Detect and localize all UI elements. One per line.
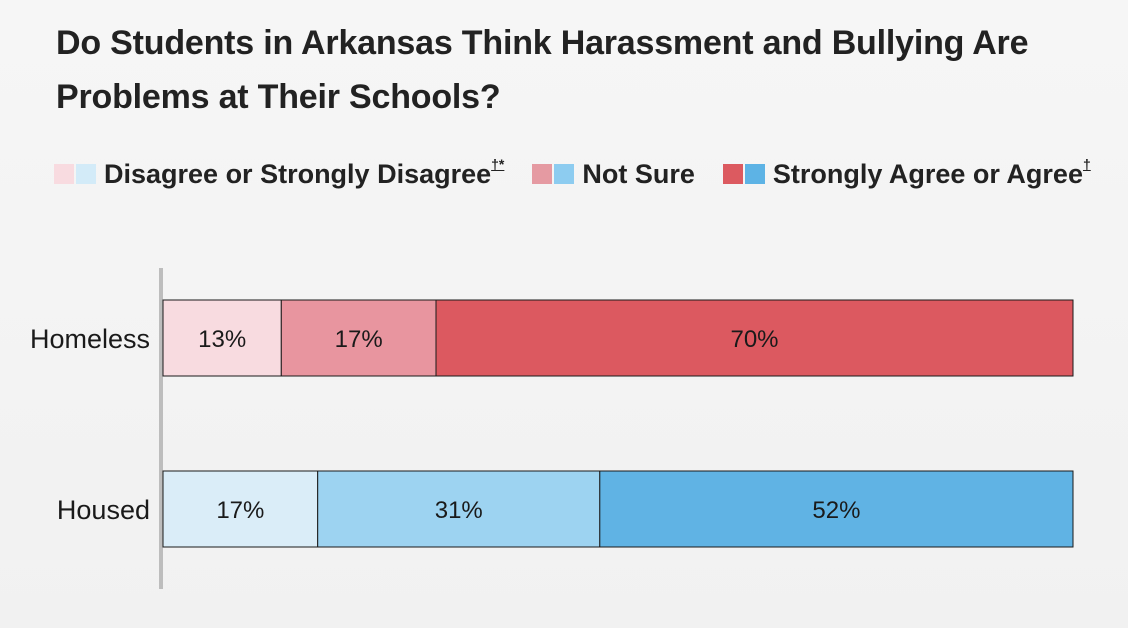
data-label-housed-0: 17% [216,497,264,524]
legend-label-disagree: Disagree or Strongly Disagree†* [104,155,505,189]
bar-homeless-segment-1 [280,299,437,377]
legend-swatch-not-sure-homeless [532,164,553,184]
bar-housed-segment-2 [599,470,1074,548]
legend-swatch-agree-homeless [722,164,743,184]
data-label-homeless-0: 13% [198,326,246,353]
data-label-housed-1: 31% [435,497,483,524]
category-label-housed: Housed [57,495,150,525]
legend-label-not-sure: Not Sure [582,158,695,189]
legend-swatch-agree-housed [744,164,765,184]
bar-housed-segment-0 [162,470,319,548]
category-label-homeless: Homeless [30,324,150,354]
legend-item-disagree: Disagree or Strongly Disagree†* [54,155,505,190]
data-label-homeless-2: 70% [730,326,778,353]
bar-housed-segment-1 [317,470,601,548]
bar-homeless-segment-0 [162,299,282,377]
legend-swatch-disagree-housed [76,164,96,184]
legend-item-not-sure: Not Sure [532,159,695,190]
data-label-homeless-1: 17% [335,326,383,353]
legend-label-agree: Strongly Agree or Agree† [772,155,1091,189]
data-label-housed-2: 52% [812,497,860,524]
chart-legend: Disagree or Strongly Disagree†* Not Sure… [54,154,1119,194]
bar-homeless-segment-2 [435,299,1074,377]
legend-swatch-disagree-homeless [54,164,74,184]
legend-item-agree: Strongly Agree or Agree† [722,155,1091,190]
legend-swatch-not-sure-housed [554,164,575,184]
chart-title: Do Students in Arkansas Think Harassment… [56,24,1029,116]
